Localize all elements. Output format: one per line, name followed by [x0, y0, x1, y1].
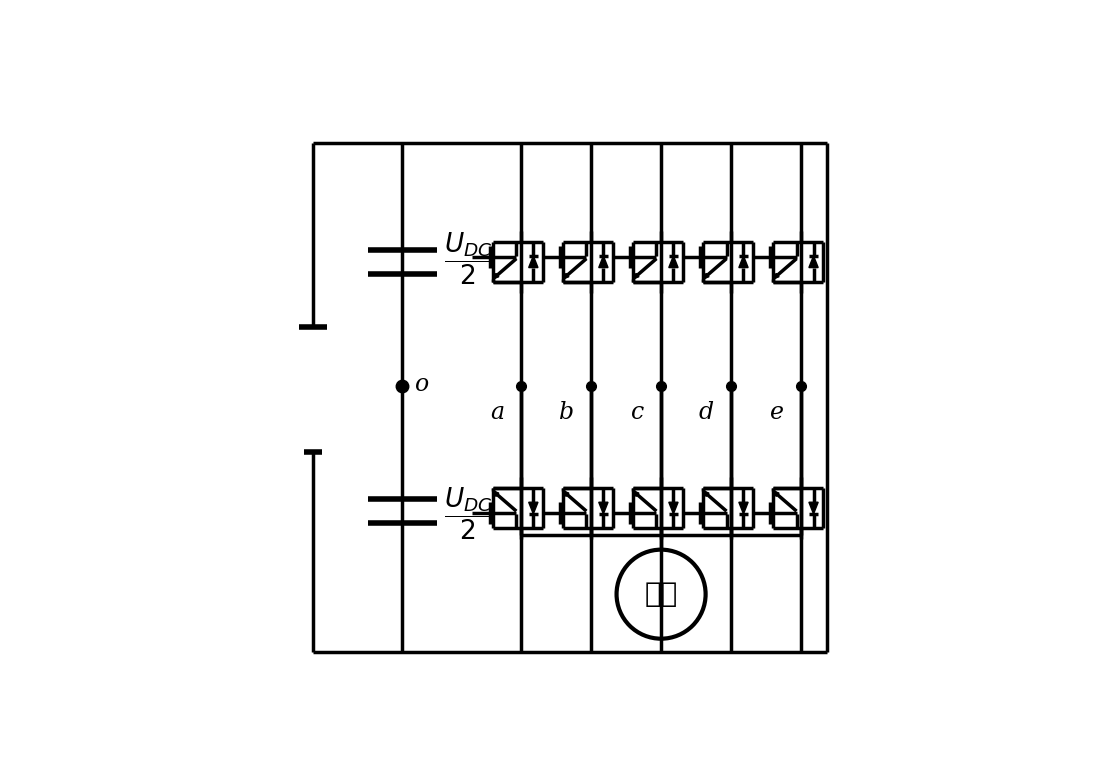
Text: 负载: 负载 — [644, 580, 678, 608]
Polygon shape — [633, 491, 639, 497]
Polygon shape — [704, 274, 709, 278]
Text: c: c — [631, 401, 644, 424]
Text: b: b — [559, 401, 574, 424]
Polygon shape — [563, 491, 569, 497]
Polygon shape — [808, 502, 818, 514]
Text: e: e — [770, 401, 784, 424]
Text: o: o — [415, 373, 429, 396]
Polygon shape — [739, 256, 748, 268]
Polygon shape — [599, 256, 608, 268]
Polygon shape — [669, 256, 678, 268]
Text: a: a — [489, 401, 504, 424]
Polygon shape — [774, 274, 779, 278]
Polygon shape — [493, 274, 498, 278]
Polygon shape — [633, 274, 639, 278]
Text: $\dfrac{U_{DC}}{2}$: $\dfrac{U_{DC}}{2}$ — [444, 485, 493, 541]
Polygon shape — [529, 256, 537, 268]
Polygon shape — [739, 502, 748, 514]
Text: d: d — [699, 401, 714, 424]
Polygon shape — [704, 491, 709, 497]
Polygon shape — [669, 502, 678, 514]
Polygon shape — [493, 491, 498, 497]
Polygon shape — [774, 491, 779, 497]
Polygon shape — [529, 502, 537, 514]
Polygon shape — [599, 502, 608, 514]
Polygon shape — [563, 274, 569, 278]
Text: $\dfrac{U_{DC}}{2}$: $\dfrac{U_{DC}}{2}$ — [444, 231, 493, 287]
Polygon shape — [808, 256, 818, 268]
